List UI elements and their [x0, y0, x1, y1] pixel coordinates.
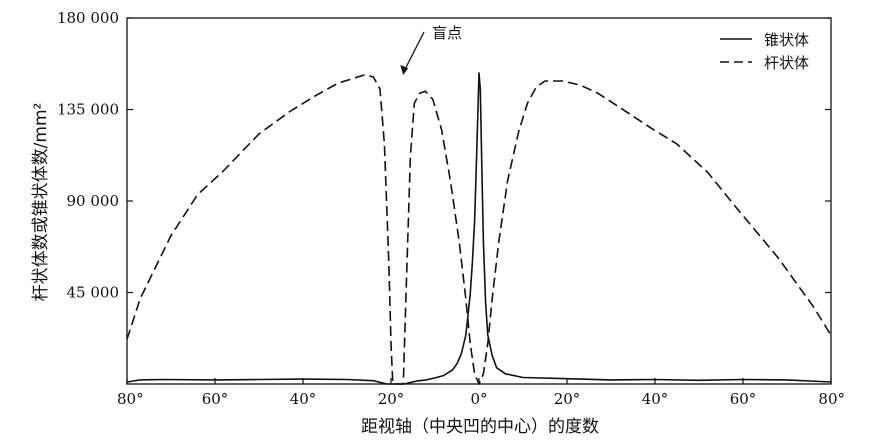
x-tick-label: 80°: [818, 390, 845, 408]
series-line-cones: [126, 72, 832, 385]
y-tick-label: 90 000: [67, 192, 120, 210]
x-tick-label: 20°: [378, 390, 405, 408]
annotation-arrow: [405, 31, 425, 68]
x-tick-label: 60°: [730, 390, 757, 408]
series-layer: [126, 72, 832, 385]
y-axis: 45 000 90 000 135 000 180 000: [57, 9, 831, 302]
annotation-arrowhead: [400, 65, 409, 75]
x-tick-label: 80°: [117, 390, 144, 408]
y-tick-label: 135 000: [57, 101, 119, 119]
y-tick-label: 45 000: [67, 284, 120, 302]
x-axis-title: 距视轴（中央凹的中心）的度数: [361, 417, 599, 437]
x-tick-label: 0°: [470, 390, 487, 408]
x-tick-label: 40°: [290, 390, 317, 408]
x-tick-label: 40°: [642, 390, 669, 408]
legend-label-rods: 杆状体: [764, 54, 809, 72]
y-tick-label: 180 000: [57, 9, 119, 27]
legend: 锥状体 杆状体: [720, 31, 809, 72]
x-tick-label: 60°: [202, 390, 229, 408]
x-tick-label: 20°: [554, 390, 581, 408]
y-axis-title: 杆状体数或锥状体数/mm²: [31, 103, 51, 302]
blind-spot-annotation: 盲点: [400, 24, 462, 75]
annotation-blind-spot-label: 盲点: [432, 24, 462, 42]
x-axis: 80° 60° 40° 20° 0° 20° 40° 60° 80°: [117, 378, 845, 408]
series-line-rods: [126, 74, 832, 385]
legend-label-cones: 锥状体: [764, 31, 809, 49]
